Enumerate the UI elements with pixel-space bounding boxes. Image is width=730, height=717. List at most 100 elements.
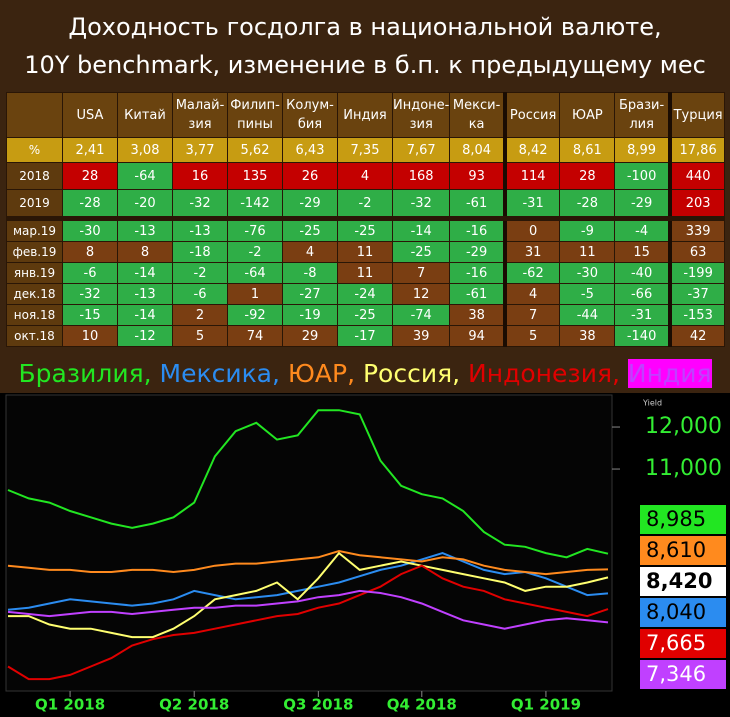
table-cell: -74 bbox=[391, 304, 451, 326]
table-cell: -4 bbox=[614, 218, 671, 242]
table-cell: 7 bbox=[391, 262, 451, 284]
table-cell: 4 bbox=[502, 283, 561, 305]
column-header: Турция bbox=[667, 92, 726, 138]
table-row: % 2,41 3,08 3,77 5,62 6,43 7,35 7,67 8,04 8,42 8,6… bbox=[6, 137, 726, 163]
legend: Бразилия, Мексика, ЮАР, Россия, Индонези… bbox=[0, 355, 730, 393]
end-value-label: 7,346 bbox=[646, 662, 706, 686]
table-cell: 440 bbox=[667, 162, 726, 190]
table-cell: 4 bbox=[337, 162, 393, 190]
column-header: Индия bbox=[337, 92, 393, 138]
x-tick-label: Q2 2018 bbox=[159, 696, 229, 714]
table-cell: 93 bbox=[449, 162, 506, 190]
table-cell: -6 bbox=[172, 283, 228, 305]
x-tick-label: Q4 2018 bbox=[387, 696, 457, 714]
end-value-label: 8,420 bbox=[646, 569, 712, 593]
end-value-label: 8,040 bbox=[646, 600, 706, 624]
table-cell: -32 bbox=[62, 283, 118, 305]
table-cell: -24 bbox=[337, 283, 393, 305]
end-value-box bbox=[640, 629, 726, 658]
table-cell: -29 bbox=[614, 189, 671, 221]
header-row: USA Китай Малай- зия Филип- пины Колум- бия И… bbox=[6, 92, 726, 138]
table-cell: -32 bbox=[391, 189, 451, 221]
x-tick-label: Q1 2019 bbox=[511, 696, 581, 714]
table-cell: 15 bbox=[614, 241, 671, 263]
table-cell: 94 bbox=[449, 325, 506, 347]
end-value-box bbox=[640, 660, 726, 689]
table-cell: -61 bbox=[449, 189, 506, 221]
row-label: ноя.18 bbox=[6, 304, 63, 326]
table-cell: -32 bbox=[172, 189, 228, 221]
table-cell: 12 bbox=[391, 283, 451, 305]
table-cell: 4 bbox=[282, 241, 338, 263]
table-cell: -27 bbox=[282, 283, 338, 305]
table-cell: 39 bbox=[391, 325, 451, 347]
table-cell: -140 bbox=[614, 325, 671, 347]
table-cell: 6,43 bbox=[282, 137, 338, 163]
column-header: ЮАР bbox=[559, 92, 616, 138]
table-cell: 7,67 bbox=[391, 137, 451, 163]
table-cell: -30 bbox=[559, 262, 616, 284]
table-cell: -25 bbox=[337, 304, 393, 326]
table-cell: -153 bbox=[667, 304, 726, 326]
table-cell: 135 bbox=[227, 162, 283, 190]
end-value-label: 7,665 bbox=[646, 631, 706, 655]
column-header: Россия bbox=[502, 92, 561, 138]
table-cell: -13 bbox=[117, 283, 173, 305]
table-cell: -44 bbox=[559, 304, 616, 326]
table-cell: -37 bbox=[667, 283, 726, 305]
table-cell: -40 bbox=[614, 262, 671, 284]
row-label: 2018 bbox=[6, 162, 63, 190]
table-row: окт.18 10 -12 5 74 29 -17 39 94 5 38 -140 42 bbox=[6, 325, 726, 347]
table-cell: 5 bbox=[172, 325, 228, 347]
table-cell: 31 bbox=[502, 241, 561, 263]
table-cell: -6 bbox=[62, 262, 118, 284]
legend-entry: Мексика bbox=[159, 359, 272, 388]
table-cell: -2 bbox=[337, 189, 393, 221]
table-cell: 16 bbox=[172, 162, 228, 190]
end-value-box bbox=[640, 505, 726, 534]
table-cell: 11 bbox=[559, 241, 616, 263]
table-cell: -15 bbox=[62, 304, 118, 326]
column-header: Индоне- зия bbox=[391, 92, 451, 138]
plot-area bbox=[5, 394, 613, 692]
legend-entry: Россия bbox=[362, 359, 453, 388]
end-value-label: 8,610 bbox=[646, 538, 706, 562]
column-header: Колум- бия bbox=[282, 92, 338, 138]
table-cell: -28 bbox=[62, 189, 118, 221]
table-cell: -25 bbox=[337, 218, 393, 242]
table-cell: -18 bbox=[172, 241, 228, 263]
row-label: янв.19 bbox=[6, 262, 63, 284]
table-cell: -31 bbox=[502, 189, 561, 221]
end-value-label: 8,985 bbox=[646, 507, 706, 531]
table-cell: 74 bbox=[227, 325, 283, 347]
table-cell: -92 bbox=[227, 304, 283, 326]
column-header: Малай- зия bbox=[172, 92, 228, 138]
table-cell: -28 bbox=[559, 189, 616, 221]
table-cell: 8 bbox=[62, 241, 118, 263]
table-cell: 8 bbox=[117, 241, 173, 263]
x-tick-label: Q1 2018 bbox=[35, 696, 105, 714]
series-line bbox=[8, 551, 609, 639]
table-cell: -16 bbox=[449, 262, 506, 284]
table-cell: -2 bbox=[172, 262, 228, 284]
column-header: Филип- пины bbox=[227, 92, 283, 138]
table-cell: 8,42 bbox=[502, 137, 561, 163]
legend-entry: Индия bbox=[627, 359, 712, 388]
table-cell: 5 bbox=[502, 325, 561, 347]
table-cell: 10 bbox=[62, 325, 118, 347]
table-cell: 1 bbox=[227, 283, 283, 305]
table-cell: -31 bbox=[614, 304, 671, 326]
table-cell: -2 bbox=[227, 241, 283, 263]
row-label: фев.19 bbox=[6, 241, 63, 263]
table-cell: 28 bbox=[559, 162, 616, 190]
table-row: ноя.18 -15 -14 2 -92 -19 -25 -74 38 7 -44 -31 -153 bbox=[6, 304, 726, 326]
table-cell: 8,04 bbox=[449, 137, 506, 163]
table-cell: -5 bbox=[559, 283, 616, 305]
table-cell: -62 bbox=[502, 262, 561, 284]
table-cell: -14 bbox=[391, 218, 451, 242]
y-axis-label: Yield bbox=[642, 399, 662, 408]
table-row: фев.19 8 8 -18 -2 4 11 -25 -29 31 11 15 63 bbox=[6, 241, 726, 263]
table-cell: 28 bbox=[62, 162, 118, 190]
table-cell: 38 bbox=[449, 304, 506, 326]
y-tick-label: 11,000 bbox=[645, 456, 722, 481]
